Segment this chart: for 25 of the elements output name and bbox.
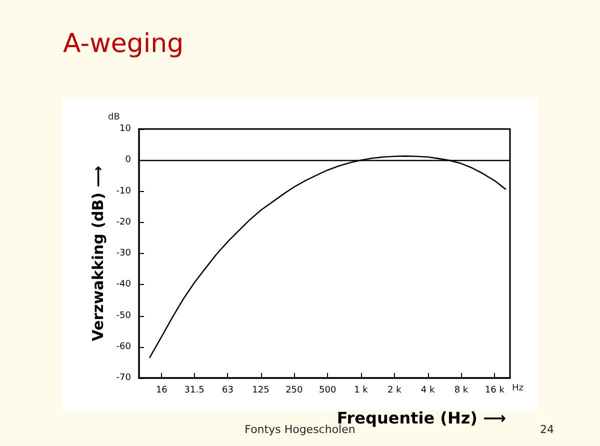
x-tick-label: 125 xyxy=(252,386,270,396)
text: dB xyxy=(108,112,120,122)
y-tick-label: 0 xyxy=(125,155,132,166)
x-tick-label: 8 k xyxy=(454,386,469,396)
y-tick-label: -60 xyxy=(116,342,132,352)
x-tick-label: 1 k xyxy=(354,386,369,396)
x-tick-label: 500 xyxy=(318,386,336,396)
y-tick-label: -70 xyxy=(116,373,132,383)
x-tick-label: 63 xyxy=(222,386,234,396)
y-tick-label: 10 xyxy=(120,124,132,134)
x-tick-label: 250 xyxy=(286,386,304,396)
x-tick-label: 2 k xyxy=(388,386,402,396)
x-tick-label: 16 xyxy=(156,386,168,396)
y-tick-label: -40 xyxy=(116,280,132,290)
x-tick-label: 4 k xyxy=(420,386,436,396)
y-tick-label: -50 xyxy=(116,310,132,321)
y-tick-label: -20 xyxy=(116,217,132,228)
x-tick-label: 16 k xyxy=(484,386,506,396)
text: Hz xyxy=(512,384,524,394)
x-tick-label: 31.5 xyxy=(184,386,204,396)
y-tick-label: -30 xyxy=(116,248,132,258)
y-tick-label: -10 xyxy=(116,186,132,196)
y-axis-title: Verzwakking (dB) ⟶ xyxy=(88,166,107,342)
chart-title: A-weging xyxy=(63,29,184,59)
text: 24 xyxy=(540,423,554,436)
